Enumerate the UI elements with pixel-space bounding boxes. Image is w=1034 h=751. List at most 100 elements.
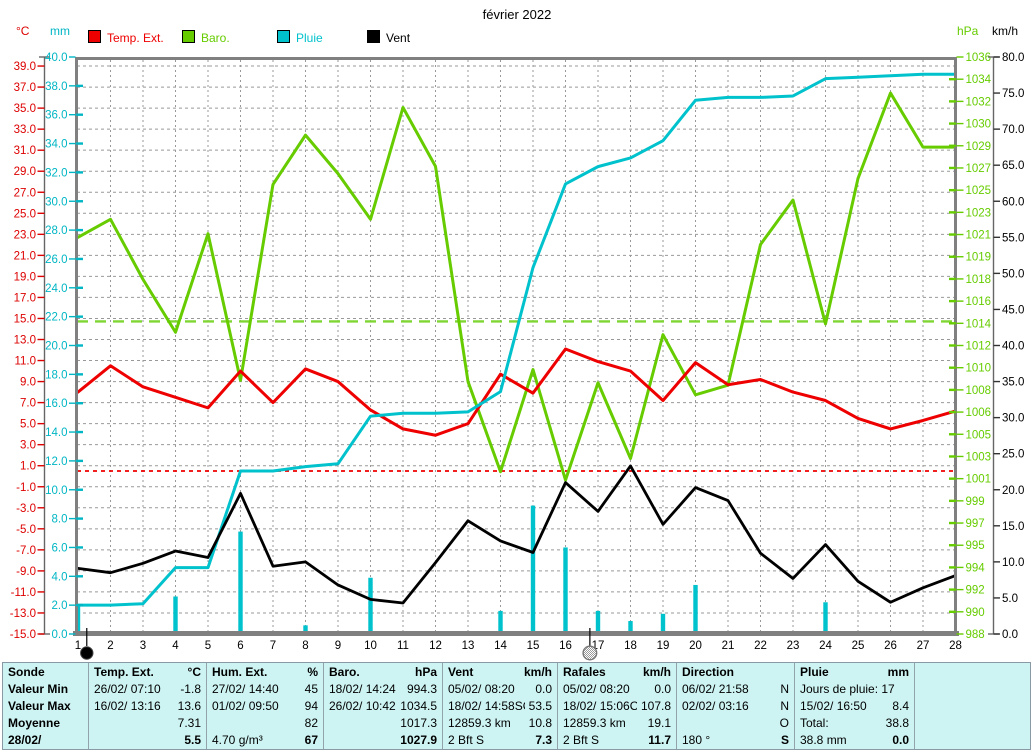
svg-text:3.0: 3.0 — [20, 440, 36, 452]
svg-text:1016: 1016 — [966, 296, 992, 308]
table-row: 2 Bft S 7.3 — [443, 732, 557, 749]
svg-text:38.0: 38.0 — [45, 81, 67, 93]
table-cell: 19.1 — [647, 716, 671, 730]
svg-text:1008: 1008 — [966, 385, 992, 397]
svg-text:31.0: 31.0 — [14, 145, 36, 157]
svg-text:1021: 1021 — [966, 230, 992, 242]
rain-bar — [530, 505, 536, 636]
table-row: Valeur Max — [3, 698, 88, 715]
table-col-hum-ext-: Hum. Ext.% 27/02/ 14:40 45 01/02/ 09:50 94 82… — [206, 663, 323, 749]
table-cell: Valeur Max — [8, 699, 71, 713]
svg-text:10: 10 — [364, 640, 377, 652]
svg-text:-7.0: -7.0 — [16, 545, 36, 557]
table-row: Rafales km/h — [558, 664, 676, 681]
svg-text:21: 21 — [722, 640, 735, 652]
table-cell: 1017.3 — [400, 716, 437, 730]
rain-bar — [823, 602, 828, 636]
table-cell — [94, 732, 180, 749]
table-row: 05/02/ 08:20 0.0 — [443, 681, 557, 698]
svg-text:-15.0: -15.0 — [10, 629, 36, 641]
svg-text:8: 8 — [302, 640, 308, 652]
table-col-temp-ext-: Temp. Ext. °C 26/02/ 07:10 -1.8 16/02/ 13:16… — [88, 663, 206, 749]
table-row: 26/02/ 07:10 -1.8 — [89, 681, 206, 698]
svg-text:24: 24 — [819, 640, 832, 652]
table-cell: 05/02/ 08:20 — [563, 682, 630, 696]
table-cell: 7.3 — [535, 733, 552, 747]
svg-text:13.0: 13.0 — [14, 335, 36, 347]
svg-text:40.0: 40.0 — [45, 52, 67, 64]
table-cell: Moyenne — [8, 716, 61, 730]
table-cell: 26/02/ 07:10 — [94, 682, 161, 696]
svg-text:995: 995 — [966, 540, 985, 552]
svg-text:4: 4 — [172, 640, 179, 652]
grid-lines — [77, 60, 955, 632]
svg-text:23: 23 — [787, 640, 800, 652]
temp-legend-label: Temp. Ext. — [107, 31, 164, 45]
rain-bar — [303, 625, 308, 636]
table-cell: 2 Bft S — [563, 733, 600, 747]
svg-text:1019: 1019 — [966, 252, 992, 264]
table-cell: Temp. Ext. — [94, 665, 154, 679]
table-cell: 67 — [304, 733, 318, 747]
svg-text:997: 997 — [966, 518, 985, 530]
svg-text:55.0: 55.0 — [1002, 232, 1024, 244]
table-cell: Jours de pluie: 17 — [800, 682, 895, 696]
svg-text:8.0: 8.0 — [52, 514, 68, 526]
vent-legend-swatch-icon — [367, 30, 380, 43]
table-col-baro-: Baro. hPa 18/02/ 14:24 994.3 26/02/ 10:42 103… — [323, 663, 442, 749]
svg-text:22: 22 — [754, 640, 767, 652]
svg-text:10.0: 10.0 — [45, 485, 67, 497]
svg-text:24.0: 24.0 — [45, 283, 67, 295]
table-row: 01/02/ 09:50 94 — [207, 698, 323, 715]
svg-text:994: 994 — [966, 562, 986, 574]
table-cell: 15/02/ 16:50 — [800, 699, 867, 713]
svg-text:7.0: 7.0 — [20, 398, 36, 410]
svg-text:1014: 1014 — [966, 318, 992, 330]
svg-text:70.0: 70.0 — [1002, 124, 1024, 136]
table-col-rafales: Rafales km/h 05/02/ 08:20 0.0 18/02/ 15:06O 1… — [557, 663, 676, 749]
table-row: Jours de pluie: 17 — [795, 681, 914, 698]
svg-text:50.0: 50.0 — [1002, 268, 1024, 280]
table-row: 28/02/ — [3, 732, 88, 749]
svg-text:32.0: 32.0 — [45, 167, 67, 179]
table-cell: 10.8 — [528, 716, 552, 730]
svg-text:27.0: 27.0 — [14, 187, 36, 199]
table-cell: Baro. — [329, 665, 360, 679]
table-cell: 180 ° — [682, 733, 711, 747]
vent-series-line — [76, 464, 957, 605]
svg-text:75.0: 75.0 — [1002, 88, 1024, 100]
rain-bar — [173, 596, 178, 636]
svg-text:25.0: 25.0 — [14, 208, 36, 220]
svg-text:39.0: 39.0 — [14, 61, 36, 73]
table-col-vent: Vent km/h 05/02/ 08:20 0.0 18/02/ 14:58SO 53.… — [442, 663, 557, 749]
table-cell: O — [779, 716, 789, 730]
rain-bar — [595, 610, 601, 636]
temp-legend-swatch-icon — [88, 30, 101, 43]
table-row: Pluie mm — [795, 664, 914, 681]
svg-text:18.0: 18.0 — [45, 369, 67, 381]
temp-axis-unit: °C — [16, 24, 30, 38]
svg-text:29.0: 29.0 — [14, 166, 36, 178]
table-row: 1027.9 — [324, 732, 442, 749]
baro-legend-swatch-icon — [182, 30, 195, 43]
svg-text:1029: 1029 — [966, 141, 992, 153]
legend-item-temp: Temp. Ext. — [88, 30, 164, 45]
svg-text:1003: 1003 — [966, 451, 992, 463]
legend-item-baro: Baro. — [182, 30, 230, 45]
table-row: 26/02/ 10:42 1034.5 — [324, 698, 442, 715]
svg-text:45.0: 45.0 — [1002, 304, 1024, 316]
svg-text:1027: 1027 — [966, 163, 992, 175]
svg-text:988: 988 — [966, 629, 985, 641]
svg-text:40.0: 40.0 — [1002, 341, 1024, 353]
svg-text:14.0: 14.0 — [45, 427, 67, 439]
svg-text:-11.0: -11.0 — [11, 587, 36, 599]
table-cell: N — [780, 699, 789, 713]
table-cell: 27/02/ 14:40 — [212, 682, 279, 696]
svg-text:65.0: 65.0 — [1002, 160, 1024, 172]
x-axis-day-labels: 1 2 3 4 5 6 7 8 9 10 11 12 13 14 15 16 17 18 19 20 21 22 23 24 2… — [75, 640, 962, 652]
full-moon-icon — [582, 645, 598, 661]
table-row: 12859.3 km 10.8 — [443, 715, 557, 732]
table-row: 38.8 mm 0.0 — [795, 732, 914, 749]
table-row: 18/02/ 15:06O 107.8 — [558, 698, 676, 715]
